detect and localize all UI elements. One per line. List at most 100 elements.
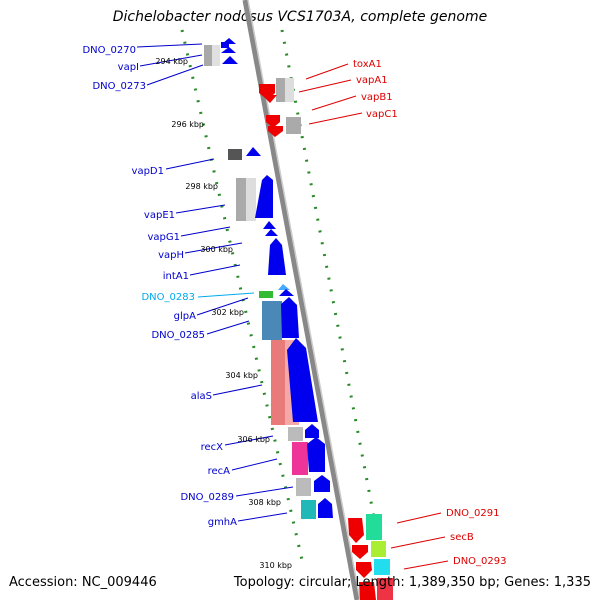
gene-label-dno0285: DNO_0285 bbox=[151, 330, 205, 341]
leader-dno0283 bbox=[197, 292, 255, 298]
gene-label-vape1: vapE1 bbox=[144, 210, 175, 221]
tick-label: 300 kbp bbox=[200, 245, 233, 254]
gene-arrow-fwd-glpa bbox=[279, 289, 294, 296]
map-title: Dichelobacter nodosus VCS1703A, complete… bbox=[112, 9, 488, 25]
gene-label-vapi: vapI bbox=[118, 62, 139, 73]
feature-box-bottom bbox=[377, 578, 393, 600]
gene-label-vapb1: vapB1 bbox=[361, 92, 393, 103]
gene-label-inta1: intA1 bbox=[163, 271, 189, 282]
tick-labels: 294 kbp 296 kbp 298 kbp 300 kbp 302 kbp … bbox=[155, 57, 292, 570]
tick-label: 306 kbp bbox=[237, 435, 270, 444]
gene-arrow-fwd-4 bbox=[222, 56, 238, 64]
leader-vaph bbox=[184, 242, 243, 254]
tick-label: 294 kbp bbox=[155, 57, 188, 66]
leader-dno0293 bbox=[403, 560, 449, 570]
feature-box-vape1-hl bbox=[246, 178, 256, 221]
leader-vapa1 bbox=[298, 79, 352, 93]
gene-label-alas: alaS bbox=[191, 391, 212, 402]
gene-label-reca: recA bbox=[208, 466, 231, 477]
feature-box-vapi-hl bbox=[212, 45, 220, 66]
leader-toxa1 bbox=[305, 63, 349, 80]
feature-box-secb bbox=[371, 541, 386, 557]
leader-alas bbox=[212, 384, 263, 396]
gene-arrow-rev-vapa1 bbox=[262, 95, 277, 103]
gene-arrow-fwd-inta1 bbox=[268, 238, 286, 275]
gene-arrow-fwd-3 bbox=[221, 47, 236, 53]
leader-dno0285 bbox=[206, 320, 250, 335]
gene-arrow-fwd-recx bbox=[305, 424, 319, 438]
gene-arrow-rev-dno0291 bbox=[348, 518, 364, 543]
tick-label: 296 kbp bbox=[171, 120, 204, 129]
accession-label: Accession: NC_009446 bbox=[9, 575, 157, 590]
gene-labels-left: DNO_0270 vapI DNO_0273 vapD1 vapE1 vapG1… bbox=[82, 45, 237, 528]
gene-label-dno0289: DNO_0289 bbox=[180, 492, 234, 503]
genome-summary: Topology: circular; Length: 1,389,350 bp… bbox=[233, 575, 591, 590]
leader-recx bbox=[224, 435, 274, 446]
gene-arrow-rev-bottom bbox=[359, 582, 376, 600]
gene-label-secb: secB bbox=[450, 532, 474, 543]
gene-arrow-fwd-small bbox=[278, 284, 290, 290]
leader-glpa bbox=[196, 297, 249, 316]
gene-arrow-rev-dno0293 bbox=[356, 562, 372, 578]
gene-arrow-fwd-gmha bbox=[318, 498, 333, 518]
feature-box-dno0285 bbox=[262, 301, 282, 340]
leader-vapc1 bbox=[308, 112, 363, 125]
leader-vapi bbox=[139, 54, 203, 67]
gene-label-dno0283: DNO_0283 bbox=[141, 292, 195, 303]
feature-box-recx bbox=[288, 427, 303, 441]
gene-label-toxa1: toxA1 bbox=[353, 59, 382, 70]
leader-vape1 bbox=[175, 204, 226, 214]
feature-box-dno0283 bbox=[259, 291, 273, 298]
gene-label-recx: recX bbox=[201, 442, 224, 453]
genome-backbone-shadow bbox=[247, 0, 361, 600]
gene-arrow-rev-vapb1 bbox=[266, 115, 280, 128]
feature-box-vapa1-hl bbox=[285, 78, 294, 102]
feature-box-vapc1 bbox=[286, 117, 301, 134]
gene-label-dno0291: DNO_0291 bbox=[446, 508, 500, 519]
leader-lines-left bbox=[136, 43, 294, 522]
gene-label-gmha: gmhA bbox=[208, 517, 237, 528]
gene-arrow-fwd-vaph bbox=[265, 229, 278, 236]
leader-dno0289 bbox=[235, 486, 294, 497]
gene-arrow-fwd-vapd1 bbox=[246, 147, 261, 156]
gene-label-vapd1: vapD1 bbox=[132, 166, 164, 177]
leader-lines-right bbox=[298, 63, 449, 570]
tick-label: 298 kbp bbox=[185, 182, 218, 191]
leader-vapb1 bbox=[311, 95, 357, 111]
tick-label: 310 kbp bbox=[259, 561, 292, 570]
gene-label-vapa1: vapA1 bbox=[356, 75, 388, 86]
gene-label-vapc1: vapC1 bbox=[366, 109, 398, 120]
tick-label: 304 kbp bbox=[225, 371, 258, 380]
feature-box-dno0293 bbox=[374, 559, 390, 575]
leader-dno0273 bbox=[146, 64, 204, 86]
gene-arrow-fwd-vape1 bbox=[255, 175, 273, 218]
feature-box-reca bbox=[292, 442, 308, 475]
leader-vapd1 bbox=[165, 158, 215, 170]
gene-label-vaph: vapH bbox=[158, 250, 184, 261]
feature-box-vapd1 bbox=[228, 149, 242, 160]
leader-inta1 bbox=[189, 264, 241, 276]
gene-arrow-rev-secb bbox=[352, 545, 368, 559]
gene-arrow-fwd-dno0285 bbox=[281, 297, 299, 338]
feature-box-dno0289 bbox=[296, 478, 311, 496]
leader-vapg1 bbox=[180, 226, 231, 237]
gene-arrow-fwd-dno0289 bbox=[314, 475, 330, 492]
gene-label-dno0273: DNO_0273 bbox=[92, 81, 146, 92]
gene-arrow-fwd-2 bbox=[222, 38, 236, 44]
leader-secb bbox=[390, 536, 446, 549]
genome-backbone bbox=[242, 0, 360, 600]
gene-arrow-rev-vapc1 bbox=[268, 126, 283, 137]
tick-label: 302 kbp bbox=[211, 308, 244, 317]
feature-box-gmha bbox=[301, 500, 316, 519]
leader-dno0291 bbox=[396, 512, 442, 524]
gene-arrow-fwd-vapg1 bbox=[263, 221, 276, 229]
tick-label: 308 kbp bbox=[248, 498, 281, 507]
leader-dno0270 bbox=[136, 43, 203, 48]
gene-labels-right: toxA1 vapA1 vapB1 vapC1 DNO_0291 secB DN… bbox=[353, 59, 507, 567]
gene-label-dno0293: DNO_0293 bbox=[453, 556, 507, 567]
gene-label-vapg1: vapG1 bbox=[147, 232, 180, 243]
gene-label-glpa: glpA bbox=[174, 311, 196, 322]
leader-gmha bbox=[237, 512, 288, 522]
